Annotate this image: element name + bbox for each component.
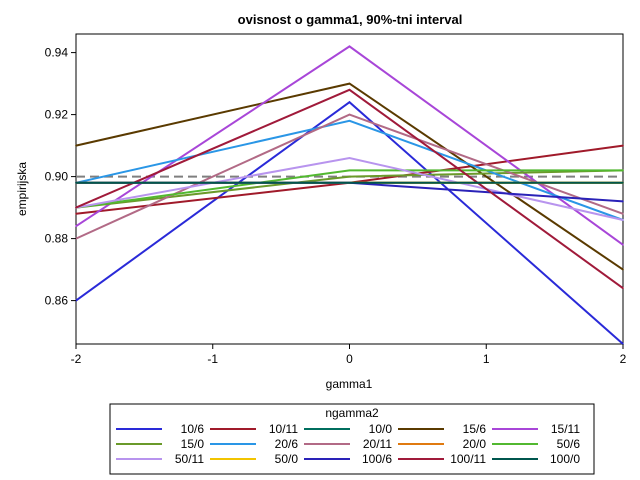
data-point-100-11-2 (622, 287, 624, 290)
x-axis-label: gamma1 (326, 377, 373, 391)
legend-label-20-11: 20/11 (363, 437, 392, 451)
data-point-100-0-2 (622, 182, 624, 184)
legend-label-20-0: 20/0 (463, 437, 487, 451)
x-tick-label: -1 (207, 352, 218, 366)
y-tick-label: 0.86 (45, 294, 69, 308)
y-tick-label: 0.92 (45, 108, 69, 122)
legend-box (109, 403, 595, 475)
legend-label-20-6: 20/6 (275, 437, 299, 451)
data-point-100-11-0 (75, 206, 77, 209)
legend-label-100-11: 100/11 (450, 452, 486, 466)
data-point-20-6-1 (348, 120, 351, 122)
data-point-10-6-1 (348, 101, 351, 103)
data-point-50-11-2 (622, 219, 624, 221)
y-tick-label: 0.88 (45, 232, 69, 246)
y-axis-label: empirijska (15, 162, 29, 216)
data-point-50-6-2 (622, 169, 624, 172)
data-point-20-11-2 (622, 213, 624, 215)
x-tick-label: 1 (483, 352, 490, 366)
data-point-15-6-0 (75, 144, 77, 147)
data-point-15-6-2 (622, 268, 624, 271)
data-point-15-11-2 (622, 244, 624, 246)
data-point-100-11-1 (348, 89, 351, 91)
data-point-15-11-0 (75, 225, 77, 227)
legend-label-50-6: 50/6 (557, 437, 581, 451)
legend-label-50-11: 50/11 (175, 452, 204, 466)
data-point-15-11-1 (348, 45, 351, 48)
legend-label-10-6: 10/6 (181, 422, 205, 436)
legend-label-100-0: 100/0 (550, 452, 580, 466)
data-point-15-0-1 (348, 175, 351, 178)
data-point-100-0-0 (75, 182, 77, 184)
x-tick-label: 2 (620, 352, 627, 366)
legend-label-50-0: 50/0 (275, 452, 299, 466)
x-tick-label: 0 (346, 352, 353, 366)
y-tick-label: 0.94 (45, 46, 69, 60)
legend-label-15-0: 15/0 (181, 437, 205, 451)
legend-entries: 10/6 10/11 10/0 15/6 15/11 15/0 20/6 20/11 20/0 5… (116, 422, 580, 466)
data-point-20-11-1 (348, 113, 351, 116)
axis-layer: 0.86 0.88 0.90 0.92 0.94 -2 -1 0 1 2 (45, 46, 627, 366)
data-point-50-6-1 (348, 169, 351, 172)
data-point-100-6-2 (622, 200, 624, 203)
chart-title: ovisnost o gamma1, 90%-tni interval (238, 12, 463, 27)
legend-label-100-6: 100/6 (362, 452, 392, 466)
legend-label-10-0: 10/0 (369, 422, 393, 436)
data-point-10-11-0 (75, 213, 77, 215)
legend-label-15-11: 15/11 (551, 422, 580, 436)
data-point-50-11-1 (348, 157, 351, 159)
y-tick-label: 0.90 (45, 170, 69, 184)
data-point-100-0-1 (348, 182, 351, 184)
series-layer (75, 45, 624, 345)
legend-title: ngamma2 (325, 406, 379, 420)
data-point-10-11-2 (622, 144, 624, 147)
legend-label-15-6: 15/6 (463, 422, 487, 436)
legend-label-10-11: 10/11 (269, 422, 298, 436)
x-tick-label: -2 (71, 352, 82, 366)
data-point-15-6-1 (348, 82, 351, 85)
